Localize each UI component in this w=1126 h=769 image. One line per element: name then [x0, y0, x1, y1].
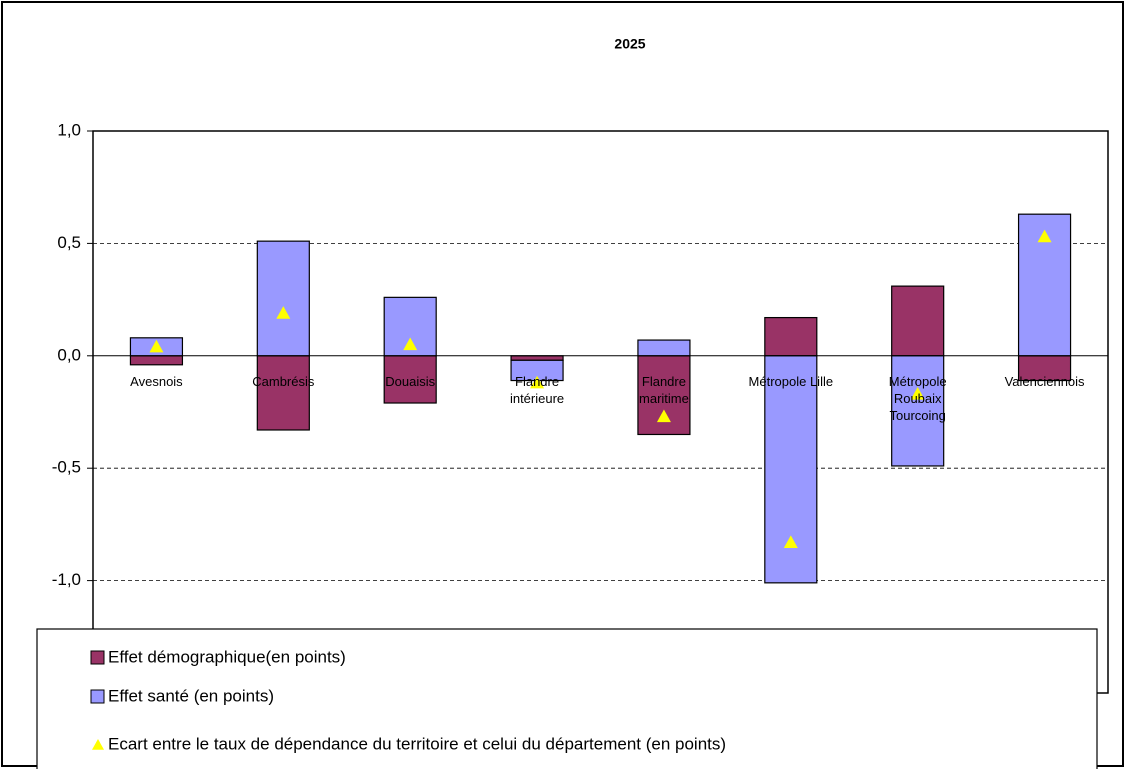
bar — [764, 316, 818, 357]
legend-label: Effet démographique(en points) — [108, 647, 346, 666]
bar — [891, 355, 945, 467]
legend-label: Effet santé (en points) — [108, 686, 274, 705]
legend-swatch — [92, 739, 104, 750]
bar — [256, 240, 310, 357]
marker — [910, 387, 925, 400]
y-tick-label: -1,0 — [52, 570, 81, 589]
marker — [1037, 229, 1052, 243]
bar — [383, 355, 437, 404]
x-tick-label: Flandre maritime — [639, 373, 689, 406]
x-tick-label: Métropole Lille — [748, 373, 834, 389]
bar — [764, 355, 818, 584]
y-tick-label: -0,5 — [52, 458, 81, 477]
marker — [530, 375, 545, 389]
legend-swatch — [90, 689, 105, 704]
marker — [403, 337, 418, 351]
x-tick-label: Douaisis — [385, 373, 436, 389]
bar — [1017, 355, 1072, 382]
x-tick-label: Cambrésis — [252, 373, 315, 389]
y-tick-label: 0,5 — [57, 233, 81, 252]
y-tick-label: 0,0 — [57, 345, 81, 364]
legend-swatch — [90, 650, 105, 665]
chart-title: 2025 — [614, 36, 645, 52]
x-tick-label: Flandre intérieure — [509, 373, 565, 406]
y-tick-label: 1,0 — [57, 120, 81, 139]
marker — [149, 339, 164, 353]
bar — [256, 355, 310, 431]
x-tick-label: Avesnois — [130, 373, 183, 389]
bar — [510, 355, 564, 361]
x-tick-label: Valenciennois — [1004, 373, 1085, 389]
bar — [637, 339, 691, 357]
marker — [783, 535, 798, 548]
marker — [656, 409, 671, 423]
x-tick-label: Métropole Roubaix Tourcoing — [888, 373, 947, 423]
bar — [129, 355, 184, 366]
legend-label: Ecart entre le taux de dépendance du ter… — [108, 734, 726, 753]
bar — [891, 285, 945, 357]
legend — [36, 628, 1098, 769]
marker — [276, 306, 291, 319]
